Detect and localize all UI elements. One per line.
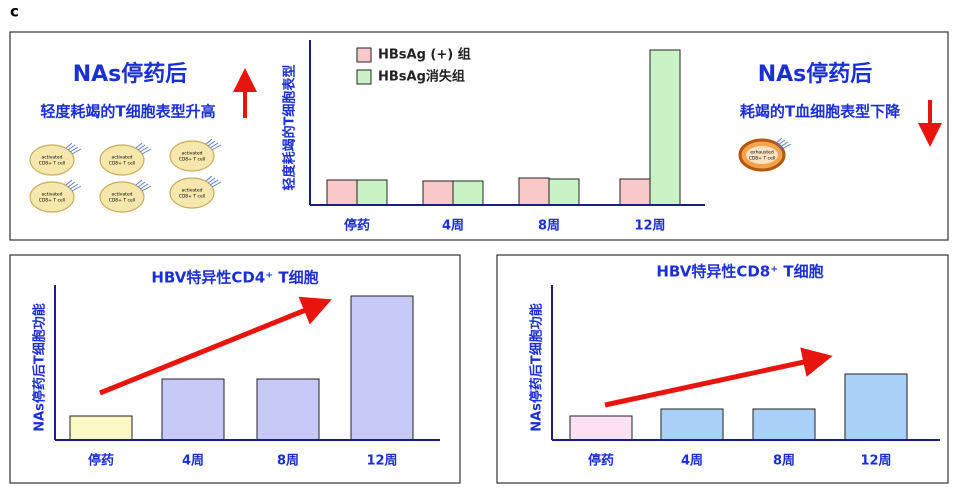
receptor	[137, 144, 146, 151]
bar	[69, 415, 133, 441]
receptor	[141, 185, 152, 192]
x-tick-label: 停药	[344, 218, 370, 234]
receptor	[211, 144, 222, 151]
receptor	[211, 181, 222, 188]
receptor	[139, 183, 149, 190]
cell-label: activated	[181, 151, 202, 157]
legend-label: HBsAg (+) 组	[378, 47, 471, 63]
receptor	[71, 185, 82, 192]
x-tick-label: 8周	[277, 454, 299, 469]
cell-label: CD8+ T cell	[39, 161, 66, 167]
bar	[548, 178, 580, 206]
cell-label: exhausted	[750, 150, 774, 156]
cell-label: CD8+ T cell	[749, 156, 776, 162]
right-panel	[496, 254, 949, 484]
trend-arrow	[604, 347, 833, 408]
receptor	[69, 183, 79, 190]
left-panel	[9, 254, 461, 484]
bar	[660, 408, 724, 441]
receptor	[137, 181, 146, 188]
receptor	[207, 140, 216, 147]
receptor	[135, 142, 143, 149]
bar	[619, 178, 651, 206]
receptor	[775, 137, 783, 144]
receptor	[67, 144, 76, 151]
cell-label: CD8+ T cell	[179, 194, 206, 200]
bar	[422, 180, 454, 206]
annotation: 轻度耗竭的T细胞表型升高	[40, 103, 215, 121]
x-tick-label: 停药	[588, 453, 614, 469]
chart-title: HBV特异性CD8⁺ T细胞	[656, 263, 823, 281]
cell-label: CD8+ T cell	[179, 157, 206, 163]
x-tick-label: 12周	[860, 454, 891, 469]
x-tick-label: 停药	[88, 453, 114, 469]
receptor	[65, 142, 73, 149]
x-tick-label: 4周	[182, 454, 204, 469]
receptor	[777, 139, 786, 146]
bar	[452, 180, 484, 206]
cell-icon	[169, 177, 215, 209]
receptor	[209, 142, 219, 149]
bar	[161, 378, 225, 441]
bar	[326, 179, 358, 206]
x-tick-label: 4周	[442, 219, 464, 234]
trend-arrow	[99, 296, 332, 396]
annotation: NAs停药后	[758, 61, 873, 87]
cell-label: activated	[111, 155, 132, 161]
bar	[256, 378, 320, 441]
receptor	[135, 179, 143, 186]
x-tick-label: 8周	[773, 454, 795, 469]
receptor	[139, 146, 149, 153]
cell-label: activated	[41, 192, 62, 198]
bar	[569, 415, 633, 441]
cell-label: CD8+ T cell	[109, 198, 136, 204]
cell-label: activated	[181, 188, 202, 194]
x-tick-label: 4周	[681, 454, 703, 469]
chart-title: HBV特异性CD4⁺ T细胞	[151, 269, 318, 287]
receptor	[65, 179, 73, 186]
bar	[356, 179, 388, 206]
legend-swatch	[356, 47, 372, 63]
receptor	[67, 181, 76, 188]
receptor	[779, 141, 789, 148]
y-axis-label: NAs停药后T细胞功能	[32, 303, 48, 432]
receptor	[209, 179, 219, 186]
annotation: 耗竭的T血细胞表型下降	[740, 103, 901, 121]
y-axis-label: 轻度耗竭的T细胞表型	[282, 65, 298, 191]
cell-icon	[29, 181, 75, 213]
receptor	[205, 138, 213, 145]
y-axis-label: NAs停药后T细胞功能	[529, 303, 545, 432]
top-panel	[9, 31, 949, 241]
cell-label: activated	[41, 155, 62, 161]
receptor	[141, 148, 152, 155]
bar	[649, 49, 681, 206]
cell-label: CD8+ T cell	[39, 198, 66, 204]
receptor	[69, 146, 79, 153]
panel-label: c	[10, 3, 19, 21]
cell-label: CD8+ T cell	[109, 161, 136, 167]
cell-core	[746, 146, 778, 164]
x-tick-label: 12周	[366, 454, 397, 469]
cell-icon	[99, 144, 145, 176]
bar	[844, 373, 908, 441]
x-tick-label: 8周	[538, 219, 560, 234]
cell-label: activated	[111, 192, 132, 198]
legend-label: HBsAg消失组	[378, 69, 465, 85]
annotation: NAs停药后	[73, 61, 188, 87]
cell-icon	[29, 144, 75, 176]
cell-icon	[169, 140, 215, 172]
receptor	[207, 177, 216, 184]
bar	[350, 295, 414, 441]
receptor	[205, 175, 213, 182]
bar	[752, 408, 816, 441]
bar	[518, 177, 550, 206]
receptor	[71, 148, 82, 155]
receptor	[781, 143, 792, 150]
x-tick-label: 12周	[634, 219, 665, 234]
legend-swatch	[356, 69, 372, 85]
cell-icon	[99, 181, 145, 213]
